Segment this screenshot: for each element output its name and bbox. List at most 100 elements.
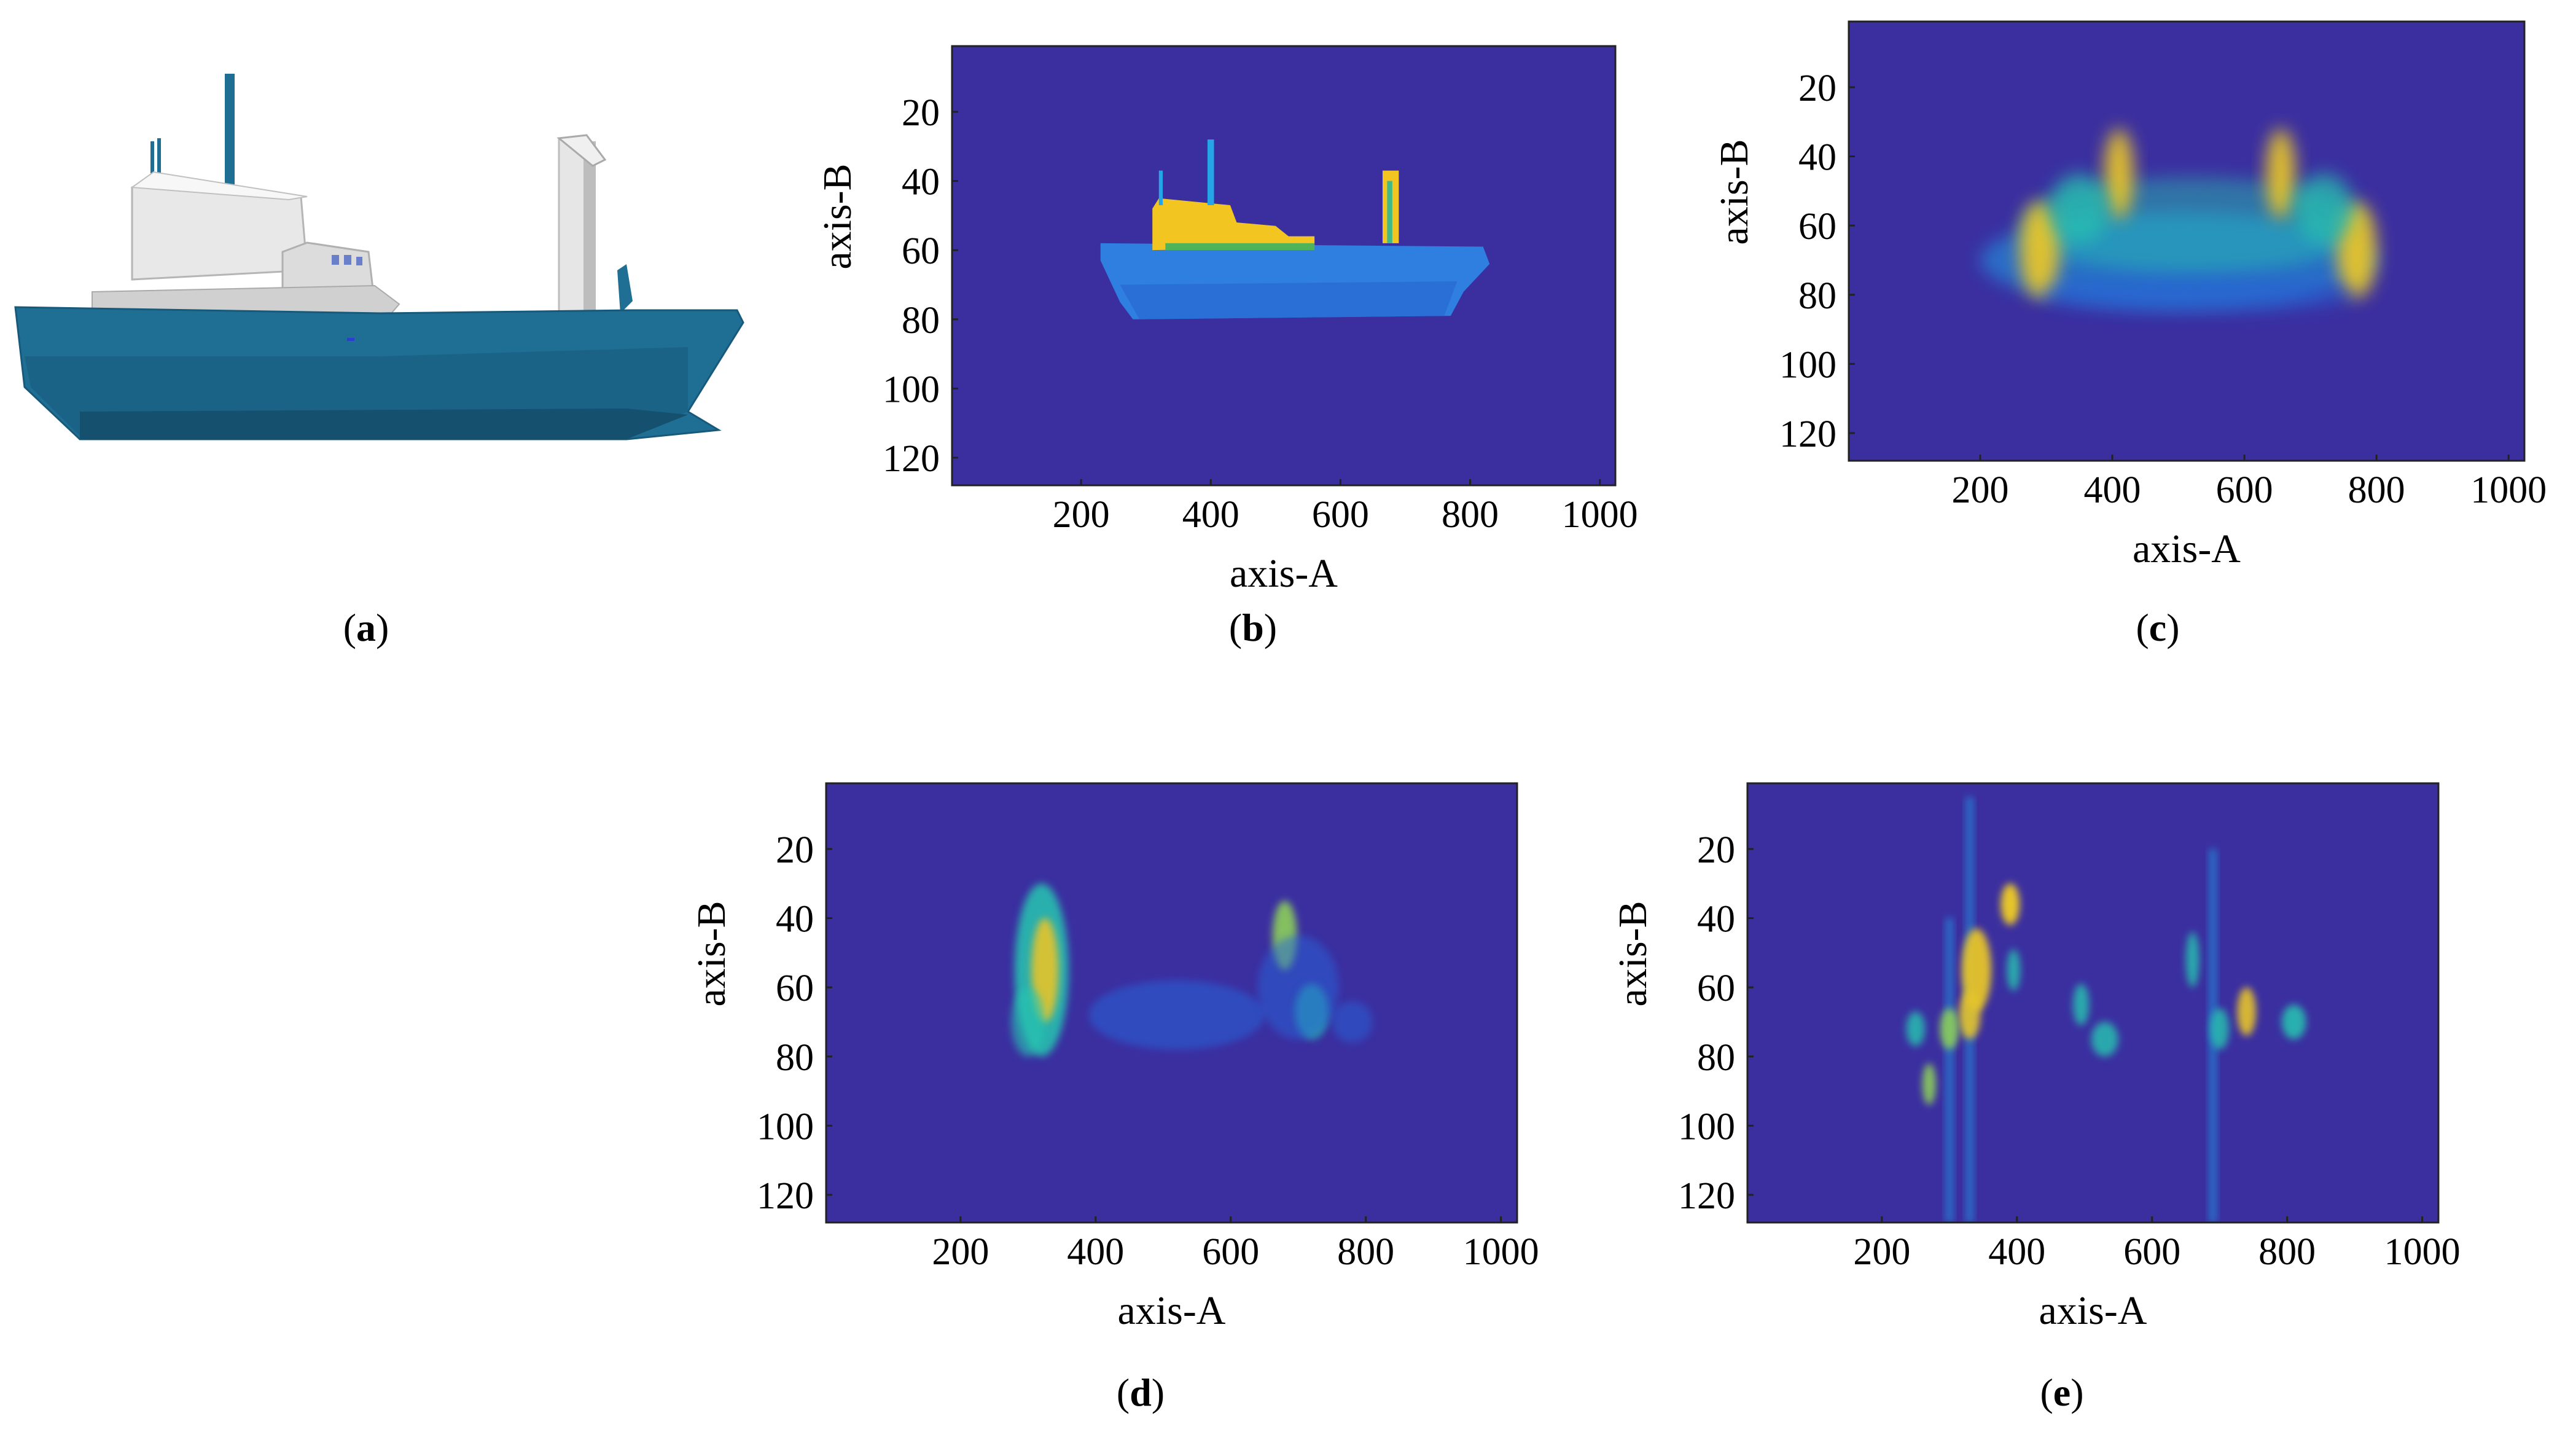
y-tick-label: 120 (1678, 1175, 1735, 1217)
signal-blob (1088, 980, 1265, 1050)
ship-marker (347, 338, 354, 341)
y-tick-label: 60 (776, 968, 814, 1009)
signal-blob (2293, 173, 2354, 243)
y-tick-label: 40 (776, 899, 814, 941)
x-tick-label: 600 (2123, 1231, 2180, 1273)
x-axis-label: axis-A (2039, 1288, 2147, 1333)
ship-antenna-signal (1158, 170, 1163, 205)
plot-frame (825, 782, 1518, 1224)
y-tick-label: 100 (1779, 344, 1836, 386)
signal-blob (1959, 990, 1981, 1039)
y-tick-label: 80 (1697, 1037, 1735, 1079)
panel-caption: (a) (343, 606, 389, 649)
x-tick-label: 400 (1182, 494, 1239, 536)
signal-blob (2281, 1004, 2306, 1039)
x-tick-label: 400 (1988, 1231, 2045, 1273)
x-tick-label: 800 (2348, 469, 2405, 511)
ship-gantry (558, 137, 586, 324)
ship-gantry (584, 141, 596, 323)
x-tick-label: 800 (1442, 494, 1499, 536)
x-tick-label: 400 (2084, 469, 2141, 511)
signal-blob (2266, 128, 2295, 219)
y-tick-label: 60 (1798, 206, 1836, 248)
y-tick-label: 80 (902, 300, 940, 342)
y-axis-label: axis-B (1610, 901, 1655, 1006)
ship-window (344, 255, 351, 265)
plot-frame (1848, 20, 2526, 462)
y-tick-label: 100 (883, 369, 940, 410)
y-tick-label: 100 (1678, 1106, 1735, 1148)
y-tick-label: 40 (1798, 137, 1836, 179)
x-tick-label: 600 (1202, 1231, 1259, 1273)
ship-antenna (157, 138, 161, 178)
ship-window (332, 255, 339, 265)
x-tick-label: 1000 (1562, 494, 1638, 536)
signal-blob (1961, 928, 1991, 1012)
y-tick-label: 80 (1798, 275, 1836, 317)
ship-hull-signal (1120, 281, 1458, 319)
ship-antenna (150, 141, 154, 178)
heatmap-content (1011, 883, 1373, 1057)
y-tick-label: 40 (902, 162, 940, 203)
ship-superstructure-signal (1152, 198, 1315, 251)
x-axis-label: axis-A (1118, 1288, 1226, 1333)
x-tick-label: 200 (1053, 494, 1110, 536)
heatmap-panel-b: 200 400 600 800 1000 20 40 60 80 100 120 axis-A axis… (815, 45, 1638, 590)
x-tick-label: 200 (932, 1231, 989, 1273)
signal-blob (2073, 984, 2090, 1026)
signal-blob (2185, 932, 2199, 988)
heatmap-content (1906, 797, 2306, 1223)
signal-blob (1940, 1007, 1959, 1050)
x-axis-label: axis-A (1230, 551, 1338, 590)
signal-blob (2237, 987, 2257, 1036)
y-tick-label: 80 (776, 1037, 814, 1079)
heatmap-panel-d: 200 400 600 800 1000 20 40 60 80 100 120 axis-A axis… (689, 782, 1539, 1333)
x-tick-label: 200 (1951, 469, 2008, 511)
signal-blob (2039, 277, 2357, 312)
y-tick-label: 120 (883, 438, 940, 480)
y-tick-label: 20 (902, 92, 940, 134)
y-tick-label: 120 (1779, 413, 1836, 455)
signal-blob (2104, 128, 2134, 219)
y-tick-label: 20 (776, 829, 814, 871)
signal-blob (2210, 1007, 2230, 1050)
x-tick-label: 800 (1337, 1231, 1394, 1273)
panel-caption: (b) (1228, 606, 1278, 649)
ship-superstructure-signal (1165, 243, 1315, 251)
ship-bridge-top (130, 171, 308, 201)
x-axis-label: axis-A (2133, 526, 2241, 571)
y-axis-label: axis-B (689, 901, 734, 1006)
ship-model-drawing (14, 74, 744, 440)
x-tick-label: 1000 (1463, 1231, 1539, 1273)
y-tick-label: 60 (902, 230, 940, 272)
plot-frame (1746, 782, 2440, 1224)
y-axis-label: axis-B (815, 163, 860, 269)
ship-mast-signal (1207, 139, 1214, 205)
signal-blob (1906, 1011, 1926, 1046)
panel-caption: (c) (2136, 606, 2180, 649)
y-tick-label: 40 (1697, 899, 1735, 941)
x-tick-label: 1000 (2384, 1231, 2461, 1273)
x-tick-label: 600 (2216, 469, 2273, 511)
y-tick-label: 20 (1798, 68, 1836, 109)
y-axis-label: axis-B (1712, 139, 1757, 245)
x-tick-label: 800 (2258, 1231, 2316, 1273)
panel-caption: (d) (1116, 1371, 1165, 1414)
x-tick-label: 200 (1853, 1231, 1910, 1273)
signal-blob (1257, 935, 1339, 1039)
plot-background (1747, 783, 2438, 1223)
y-tick-label: 20 (1697, 829, 1735, 871)
signal-blob (1332, 1001, 1373, 1043)
ship-gantry-top (556, 134, 607, 167)
ship-gantry-signal (1387, 181, 1392, 243)
panel-caption: (e) (2040, 1371, 2084, 1414)
y-tick-label: 100 (757, 1106, 814, 1148)
heatmap-content (1980, 128, 2377, 312)
y-tick-label: 60 (1697, 968, 1735, 1009)
y-tick-label: 120 (757, 1175, 814, 1217)
heatmap-panel-c: 200 400 600 800 1000 20 40 60 80 100 120 axis-A axis… (1712, 20, 2547, 571)
signal-streak (1945, 918, 1953, 1223)
plot-frame (951, 45, 1617, 487)
signal-blob (2000, 883, 2020, 925)
